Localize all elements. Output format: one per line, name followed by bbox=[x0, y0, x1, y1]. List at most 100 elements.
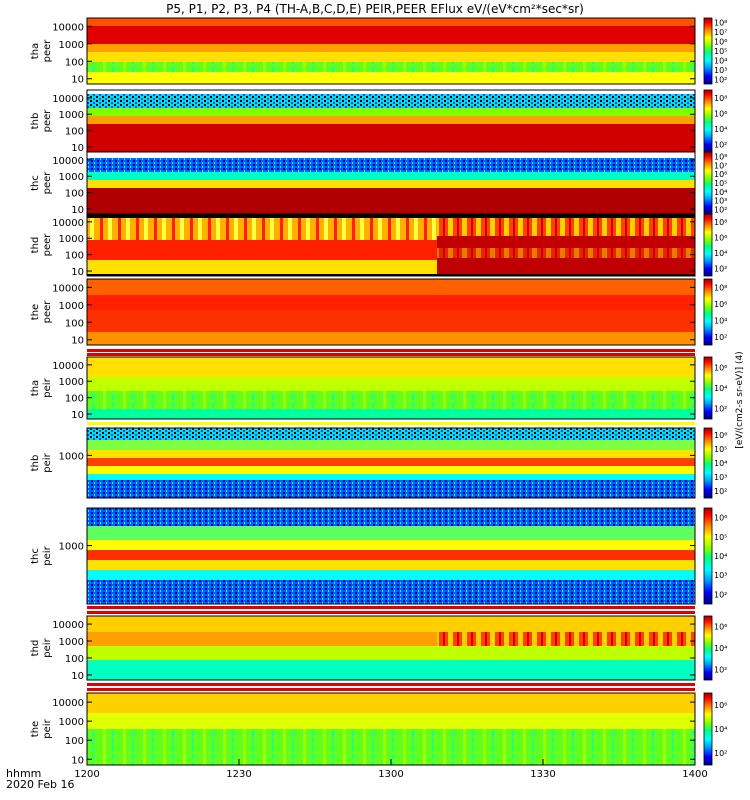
panel-sublabel-thd-peer: peer bbox=[42, 233, 53, 257]
colorbar-tick-label: 10⁸ bbox=[714, 19, 727, 28]
panel-label-thb-peir: thb bbox=[30, 455, 41, 472]
panel-the-peir bbox=[86, 692, 696, 766]
colorbars bbox=[703, 17, 713, 766]
colorbar-tick-label: 10⁸ bbox=[714, 218, 727, 227]
y-tick-label: 100 bbox=[65, 736, 84, 747]
panel-sublabel-thb-peer: peer bbox=[42, 109, 53, 133]
colorbar-tick-label: 10⁴ bbox=[714, 188, 727, 197]
x-tick-label: 1200 bbox=[74, 769, 99, 780]
y-tick-label: 1000 bbox=[59, 377, 84, 388]
y-tick-label: 10000 bbox=[52, 22, 84, 33]
y-tick-label: 10000 bbox=[52, 361, 84, 372]
colorbar-tick-label: 10⁶ bbox=[714, 109, 727, 118]
time-label: hhmm bbox=[6, 767, 42, 780]
x-tick-label: 1230 bbox=[226, 769, 251, 780]
colorbar-tick-label: 10⁷ bbox=[714, 28, 727, 37]
colorbar-thc-peir bbox=[703, 507, 713, 605]
y-tick-label: 10 bbox=[71, 143, 84, 154]
colorbar-tick-label: 10⁸ bbox=[714, 152, 727, 161]
colorbar-tick-label: 10⁴ bbox=[714, 725, 727, 734]
colorbar-tick-label: 10² bbox=[714, 206, 727, 215]
panel-label-the-peir: the bbox=[30, 721, 41, 737]
x-tick-label: 1400 bbox=[682, 769, 707, 780]
panel-sublabel-thb-peir: peir bbox=[42, 452, 53, 472]
panel-thc-peir bbox=[86, 507, 696, 614]
colorbar-tick-label: 10⁸ bbox=[714, 283, 727, 292]
panel-label-tha-peer: tha bbox=[30, 43, 41, 59]
y-tick-label: 10 bbox=[71, 410, 84, 421]
colorbar-tick-label: 10⁸ bbox=[714, 94, 727, 103]
colorbar-tick-label: 10⁴ bbox=[714, 552, 727, 561]
y-tick-label: 10000 bbox=[52, 156, 84, 167]
panel-label-tha-peir: tha bbox=[30, 380, 41, 396]
y-tick-label: 10 bbox=[71, 336, 84, 347]
panel-tha-peer bbox=[86, 17, 696, 85]
panel-label-thc-peir: thc bbox=[30, 548, 41, 564]
colorbar-label: [eV/(cm2-s sr-eV)] (4) bbox=[735, 351, 745, 448]
panel-label-thd-peir: thd bbox=[30, 640, 41, 657]
panel-label-thd-peer: thd bbox=[30, 237, 41, 254]
panel-thd-peir bbox=[86, 615, 696, 691]
colorbar-tick-label: 10⁴ bbox=[714, 249, 727, 258]
y-tick-label: 10000 bbox=[52, 218, 84, 229]
colorbar-tick-label: 10² bbox=[714, 75, 727, 84]
colorbar-tick-label: 10² bbox=[714, 333, 727, 342]
panel-label-thb-peer: thb bbox=[30, 113, 41, 130]
y-tick-label: 10 bbox=[71, 755, 84, 766]
y-tick-label: 100 bbox=[65, 127, 84, 138]
panel-thb-peir bbox=[86, 427, 696, 499]
colorbar-tick-label: 10² bbox=[714, 665, 727, 674]
colorbar-tick-label: 10² bbox=[714, 140, 727, 149]
x-tick-label: 1300 bbox=[378, 769, 403, 780]
colorbar-thc-peer bbox=[703, 151, 713, 215]
y-tick-label: 100 bbox=[65, 57, 84, 68]
y-tick-label: 10 bbox=[71, 75, 84, 86]
colorbar-tick-label: 10⁵ bbox=[714, 179, 727, 188]
y-axis-ticks: 10 100 1000 10000 10 100 1000 10000 10 100 1000 100… bbox=[52, 22, 695, 766]
colorbar-tick-label: 10⁵ bbox=[714, 445, 727, 454]
x-axis-ticks: 1200 1230 1300 1330 1400 bbox=[74, 759, 708, 780]
colorbar-thd-peer bbox=[703, 213, 713, 277]
colorbar-tick-label: 10⁴ bbox=[714, 125, 727, 134]
colorbar-tick-label: 10² bbox=[714, 405, 727, 414]
colorbar-tick-label: 10³ bbox=[714, 197, 727, 206]
panel-sublabel-tha-peir: peir bbox=[42, 377, 53, 397]
colorbar-tick-label: 10³ bbox=[714, 473, 727, 482]
colorbar-tick-label: 10³ bbox=[714, 66, 727, 75]
colorbar-thb-peir bbox=[703, 427, 713, 499]
y-tick-label: 1000 bbox=[59, 451, 84, 462]
colorbar-tick-label: 10⁷ bbox=[714, 161, 727, 170]
colorbar-thb-peer bbox=[703, 89, 713, 153]
colorbar-tick-label: 10⁴ bbox=[714, 384, 727, 393]
x-tick-label: 1330 bbox=[530, 769, 555, 780]
colorbar-tick-label: 10⁴ bbox=[714, 459, 727, 468]
colorbar-thd-peir bbox=[703, 615, 713, 681]
date-label: 2020 Feb 16 bbox=[6, 778, 75, 791]
y-tick-label: 10000 bbox=[52, 620, 84, 631]
panel-sublabel-thc-peir: peir bbox=[42, 545, 53, 565]
colorbar-tick-label: 10² bbox=[714, 749, 727, 758]
y-tick-label: 1000 bbox=[59, 40, 84, 51]
y-tick-label: 10000 bbox=[52, 283, 84, 294]
panel-thb-peer bbox=[86, 89, 696, 153]
colorbar-the-peer bbox=[703, 278, 713, 346]
y-tick-label: 1000 bbox=[59, 542, 84, 553]
colorbar-tick-label: 10² bbox=[714, 487, 727, 496]
colorbar-tick-label: 10⁶ bbox=[714, 170, 727, 179]
y-tick-label: 1000 bbox=[59, 110, 84, 121]
y-tick-label: 100 bbox=[65, 654, 84, 665]
colorbar-tick-label: 10⁴ bbox=[714, 644, 727, 653]
y-tick-label: 1000 bbox=[59, 301, 84, 312]
colorbar-tick-label: 10⁶ bbox=[714, 38, 727, 47]
y-tick-label: 10000 bbox=[52, 698, 84, 709]
panel-the-peer bbox=[86, 278, 696, 356]
panel-tha-peir bbox=[86, 356, 696, 425]
y-tick-label: 10 bbox=[71, 205, 84, 216]
panel-label-the-peer: the bbox=[30, 304, 41, 320]
y-tick-label: 10000 bbox=[52, 94, 84, 105]
panel-thd-peer bbox=[86, 213, 696, 277]
colorbar-tick-label: 10⁶ bbox=[714, 300, 727, 309]
colorbar-tick-label: 10⁶ bbox=[714, 233, 727, 242]
